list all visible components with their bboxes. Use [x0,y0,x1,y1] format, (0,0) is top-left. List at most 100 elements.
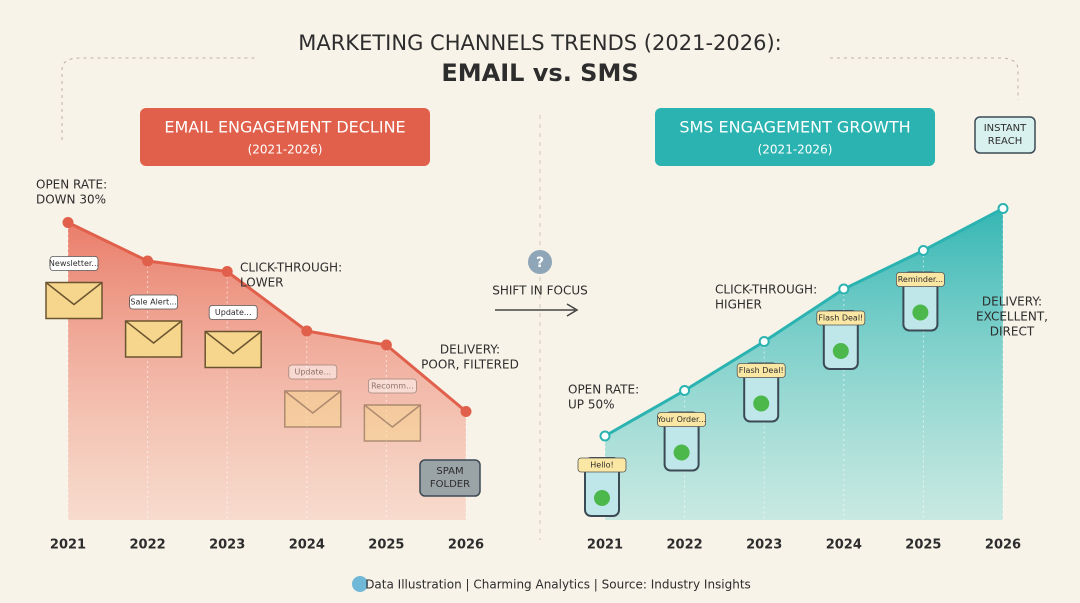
envelope-body [45,281,103,320]
x-tick-label: 2022 [130,538,166,553]
annotation: DELIVERY: [440,343,500,357]
envelope-flap [45,281,103,306]
annotation: CLICK-THROUGH: [715,283,817,297]
point [917,245,929,256]
icon-bubble [129,294,179,310]
check [753,395,770,412]
point [758,336,770,347]
annotation: OPEN RATE: [36,178,107,192]
point [838,283,850,295]
x-tick-label: 2021 [50,538,86,553]
reach-bubble [974,116,1036,154]
envelope-flap [125,320,183,344]
phone-icon: Reminder... [896,271,945,332]
center-note: SHIFT IN FOCUS [492,284,587,298]
annotation: EXCELLENT, [976,310,1048,324]
envelope-body [284,390,342,428]
phone-icon: Your Order... [656,411,706,472]
point [679,385,691,396]
annotation: CLICK-THROUGH: [240,261,342,275]
point [380,339,392,351]
icon-bubble [367,378,417,394]
point [599,430,611,442]
spam-bin [419,459,481,497]
x-tick-label: 2024 [826,538,862,553]
icon-bubble [49,256,99,271]
title-line-1: MARKETING CHANNELS TRENDS (2021-2026): [298,31,782,55]
check [673,444,690,461]
point [221,266,233,277]
envelope-icon: Update... [284,364,342,428]
icon-label: Your Order... [656,415,706,424]
line [604,207,1004,438]
icon-label: Update... [294,368,331,377]
x-tick-label: 2023 [209,538,245,553]
annotation: POOR, FILTERED [421,358,519,372]
badge-text: FOLDER [430,479,470,490]
point [460,406,472,417]
x-tick-label: 2021 [587,538,623,553]
icon-bubble [816,310,866,326]
arrow [495,303,579,317]
point [142,255,154,267]
line [67,221,467,413]
phone-icon: Hello! [577,457,627,517]
icon-label: Recomm... [371,382,414,391]
check [594,490,610,506]
annotation: OPEN RATE: [568,383,639,397]
icon-bubble [208,305,258,320]
envelope-flap [363,404,421,428]
annotation: DIRECT [990,325,1035,339]
title-line-2: EMAIL vs. SMS [441,59,638,87]
icon-bubble [736,363,786,378]
annotation: LOWER [240,276,284,290]
footer: Data Illustration | Charming Analytics |… [365,578,751,592]
envelope-body [363,404,422,442]
icon-bubble [288,364,338,380]
icon-label: Hello! [590,461,613,470]
annotation: DOWN 30% [36,193,106,207]
question-mark: ? [536,255,544,271]
point [997,203,1009,214]
chart-title: EMAIL ENGAGEMENT DECLINE [164,118,405,137]
envelope-flap [204,330,262,355]
x-tick-label: 2024 [289,538,325,553]
icon-bubble [577,457,627,473]
icon-label: Sale Alert... [130,298,176,307]
x-tick-label: 2026 [448,538,484,553]
envelope-body [124,320,183,358]
annotation: UP 50% [568,398,615,412]
point [301,325,313,337]
chart-subtitle: (2021-2026) [248,143,323,157]
x-tick-label: 2022 [667,538,703,553]
header-badge [140,108,430,166]
annotation: DELIVERY: [982,295,1042,309]
icon-label: Newsletter... [49,259,99,268]
envelope-icon: Newsletter... [45,256,103,320]
check [832,343,849,359]
question-icon [528,250,552,274]
x-tick-label: 2026 [985,538,1021,553]
phone-icon: Flash Deal! [736,362,786,423]
badge-text: INSTANT [984,123,1027,134]
icon-bubble [657,412,706,427]
badge-text: REACH [988,136,1022,147]
envelope-icon: Sale Alert... [124,294,183,358]
icon-label: Flash Deal! [818,314,863,323]
area [605,208,1003,520]
header-badge [655,108,935,166]
x-tick-label: 2025 [368,538,404,553]
badge-text: SPAM [436,466,463,477]
envelope-icon: Recomm... [363,378,422,442]
envelope-flap [284,390,342,414]
footer-icon [352,576,368,592]
point [62,217,74,228]
envelope-body [204,330,262,369]
phone-icon: Flash Deal! [816,310,866,370]
chart-subtitle: (2021-2026) [758,143,833,157]
chart-title: SMS ENGAGEMENT GROWTH [679,118,910,137]
icon-bubble [896,272,945,287]
x-tick-label: 2025 [905,538,941,553]
decor-path [61,57,1019,140]
